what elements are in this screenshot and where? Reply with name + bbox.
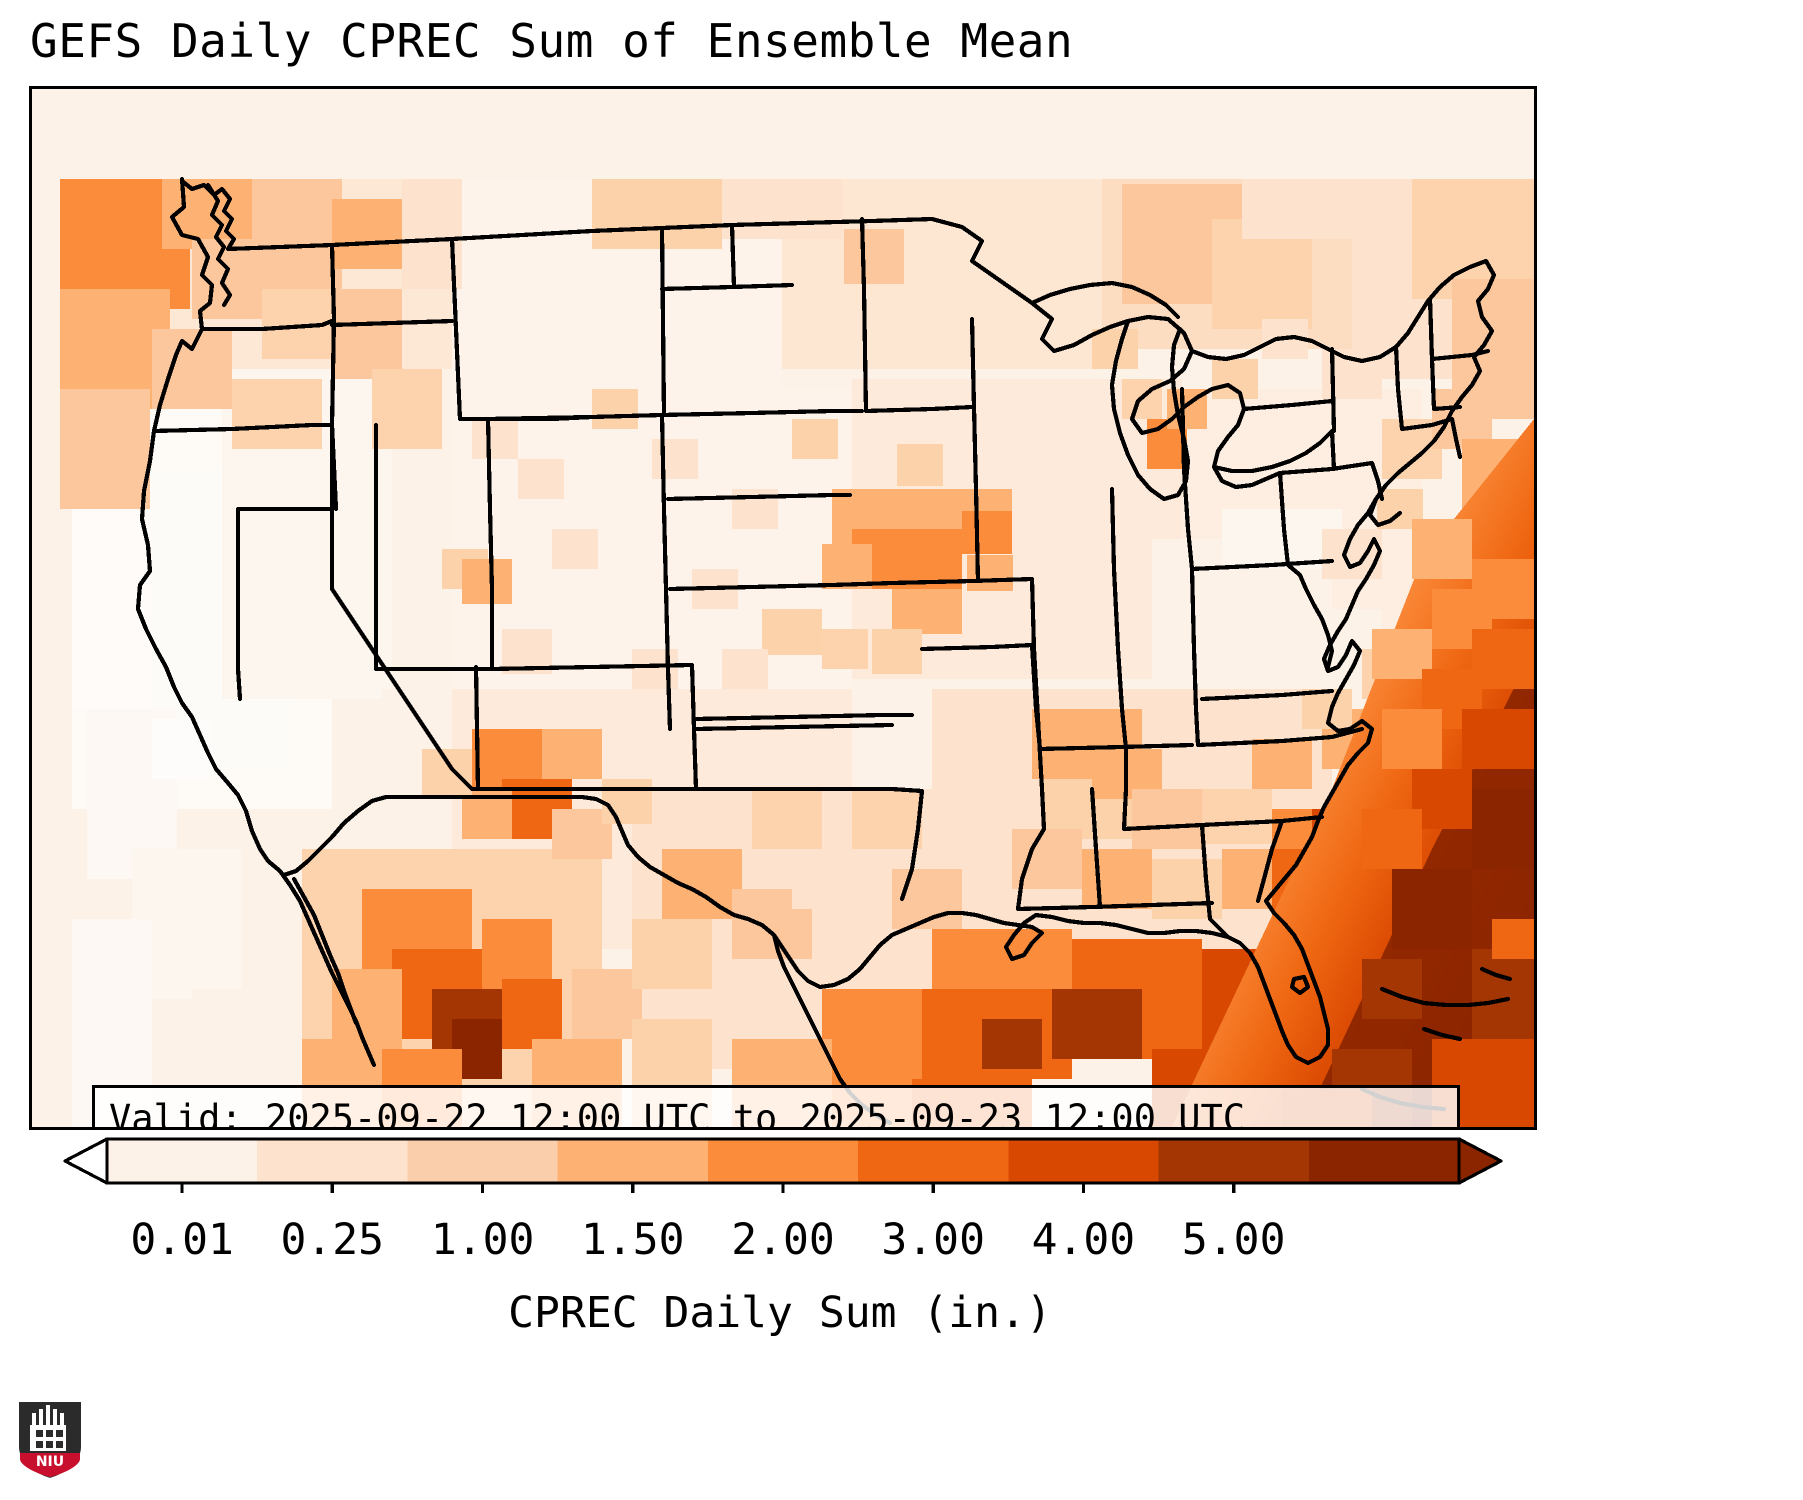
colorbar-bin bbox=[1308, 1139, 1460, 1183]
colorbar-tick-label: 0.01 bbox=[130, 1215, 234, 1265]
niu-wordmark: NIU bbox=[36, 1454, 64, 1470]
valid-run-info-box: Valid: 2025-09-22 12:00 UTC to 2025-09-2… bbox=[92, 1085, 1460, 1130]
colorbar-bin bbox=[107, 1139, 258, 1183]
map-panel[interactable]: Valid: 2025-09-22 12:00 UTC to 2025-09-2… bbox=[29, 86, 1537, 1130]
castle-windows bbox=[36, 1430, 63, 1448]
colorbar-tick-label: 2.00 bbox=[731, 1215, 835, 1265]
valid-time-line: Valid: 2025-09-22 12:00 UTC to 2025-09-2… bbox=[109, 1097, 1246, 1130]
colorbar-tick-label: 5.00 bbox=[1181, 1215, 1286, 1265]
colorbar-tick-label: 1.00 bbox=[430, 1215, 535, 1265]
page-title: GEFS Daily CPREC Sum of Ensemble Mean bbox=[30, 14, 1074, 68]
colorbar-bin bbox=[858, 1139, 1009, 1183]
colorbar-tick-label: 3.00 bbox=[881, 1215, 985, 1265]
colorbar-bin bbox=[407, 1139, 559, 1183]
colorbar-axis-label: CPREC Daily Sum (in.) bbox=[508, 1288, 1052, 1338]
colorbar[interactable] bbox=[29, 1133, 1539, 1223]
colorbar-tick-labels: 0.01 0.25 1.00 1.50 2.00 3.00 4.00 5.00 bbox=[0, 1215, 1803, 1275]
colorbar-bin bbox=[707, 1139, 859, 1183]
niu-red-band bbox=[20, 1453, 80, 1477]
niu-logo[interactable]: NIU bbox=[14, 1385, 86, 1481]
colorbar-tick-label: 1.50 bbox=[581, 1215, 685, 1265]
colorbar-bin bbox=[1158, 1139, 1310, 1183]
colorbar-bin bbox=[257, 1139, 409, 1183]
colorbar-bin bbox=[1008, 1139, 1160, 1183]
colorbar-tick-label: 0.25 bbox=[280, 1215, 385, 1265]
colorbar-tick-label: 4.00 bbox=[1031, 1215, 1136, 1265]
colorbar-bin bbox=[557, 1139, 709, 1183]
precipitation-heatmap bbox=[32, 89, 1534, 1127]
